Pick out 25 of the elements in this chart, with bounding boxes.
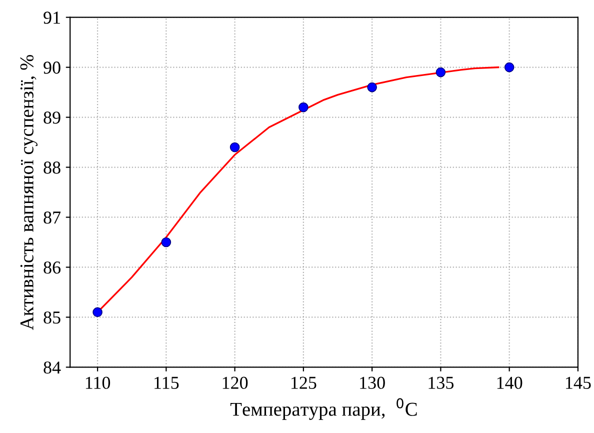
point [504, 62, 514, 72]
y-tick-label: 86 [44, 261, 61, 274]
point [436, 67, 446, 78]
y-tick-label: 88 [44, 162, 60, 174]
x-tick-label: 125 [291, 376, 316, 389]
point [298, 102, 308, 112]
y-tick-label: 89 [44, 112, 60, 124]
point [367, 82, 377, 92]
x-tick-label: 110 [86, 376, 110, 389]
x-tick-label: 140 [497, 376, 522, 389]
x-tick-label: 120 [222, 376, 248, 389]
x-axis-title: Температура пари, $^{0}$C [230, 398, 417, 420]
y-axis-title: Активність вапняної суспензії, % [20, 54, 38, 330]
y-tick-label: 84 [44, 361, 61, 374]
x-tick-label: 145 [566, 376, 591, 389]
y-tick-label: 90 [44, 62, 60, 74]
x-tick-label: 135 [428, 376, 454, 389]
x-tick-label: 115 [154, 376, 179, 389]
point [161, 237, 172, 248]
point [230, 142, 240, 152]
point [92, 307, 102, 318]
x-tick-label: 130 [360, 376, 385, 389]
y-tick-label: 91 [44, 12, 60, 24]
y-tick-label: 85 [44, 311, 60, 324]
y-tick-label: 87 [44, 212, 61, 224]
